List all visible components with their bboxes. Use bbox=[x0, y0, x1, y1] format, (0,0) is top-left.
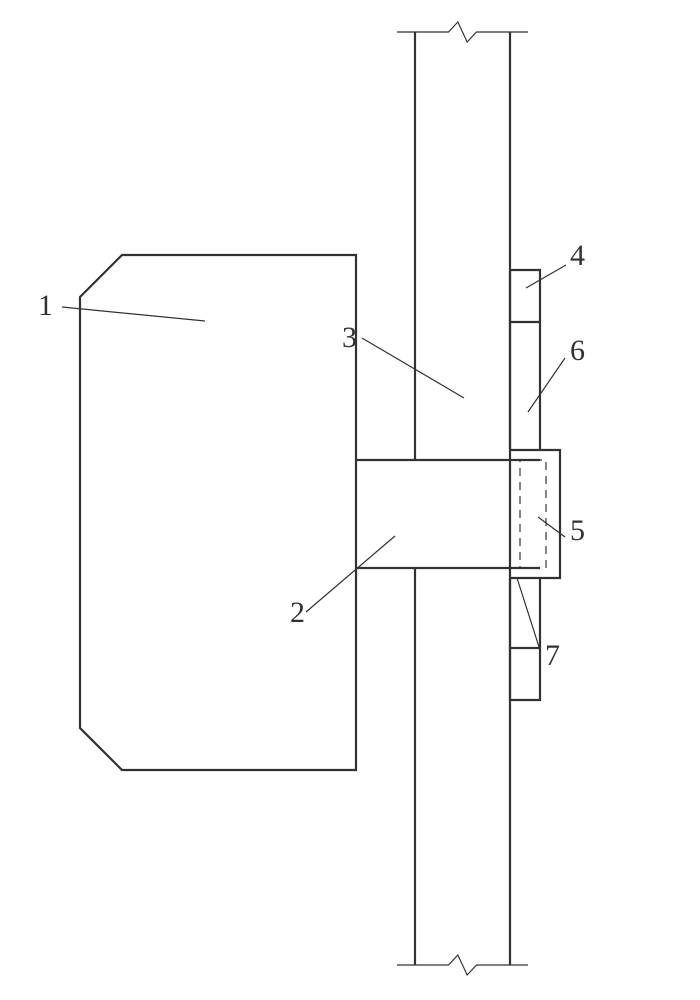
callout-label-5: 5 bbox=[570, 514, 585, 547]
callout-label-1: 1 bbox=[38, 289, 53, 322]
callout-label-3: 3 bbox=[342, 321, 357, 354]
callout-label-7: 7 bbox=[545, 639, 560, 672]
callout-label-6: 6 bbox=[570, 334, 585, 367]
callout-label-2: 2 bbox=[290, 596, 305, 629]
callout-label-4: 4 bbox=[570, 239, 585, 272]
